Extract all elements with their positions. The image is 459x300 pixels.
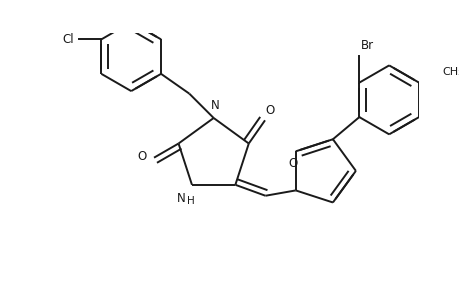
Text: N: N	[177, 192, 185, 205]
Text: O: O	[137, 150, 146, 163]
Text: CH₃: CH₃	[441, 67, 459, 76]
Text: H: H	[186, 196, 194, 206]
Text: Cl: Cl	[62, 33, 74, 46]
Text: O: O	[288, 158, 297, 170]
Text: O: O	[265, 103, 274, 117]
Text: N: N	[210, 99, 219, 112]
Text: Br: Br	[360, 39, 373, 52]
